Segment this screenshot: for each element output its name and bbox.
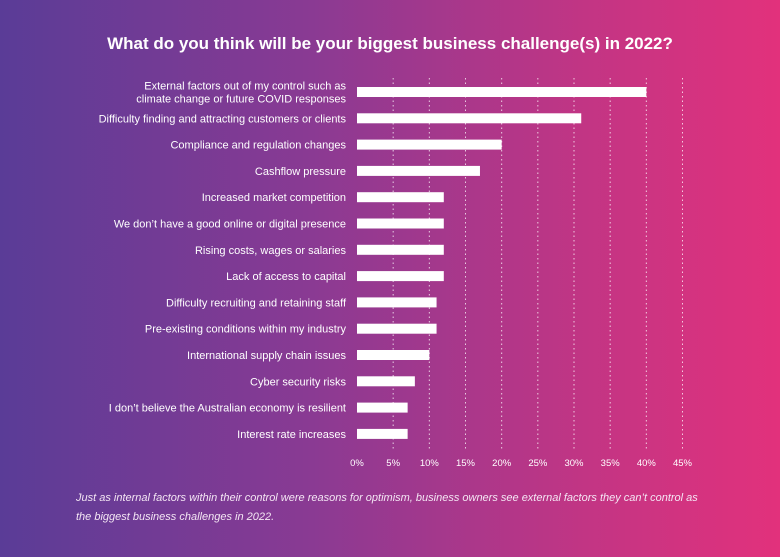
bar [357,271,444,282]
bar [357,165,480,176]
bar [357,428,408,439]
category-label: Cashflow pressure [255,166,346,178]
category-label: Pre-existing conditions within my indust… [145,324,347,336]
x-tick-label: 35% [601,458,621,469]
category-label: Lack of access to capital [226,271,346,283]
category-label: Rising costs, wages or salaries [195,245,347,257]
category-label: Increased market competition [202,192,346,204]
x-tick-label: 15% [456,458,476,469]
category-label: Cyber security risks [250,376,346,388]
bar [357,402,408,413]
bar [357,218,444,229]
category-label: Interest rate increases [237,429,346,441]
x-tick-label: 25% [528,458,548,469]
bar [357,244,444,255]
bar [357,113,582,124]
bar [357,350,430,360]
x-tick-label: 0% [350,458,364,469]
bar [357,297,437,308]
category-label: International supply chain issues [187,350,346,362]
category-label: Compliance and regulation changes [170,140,346,152]
category-label: I don’t believe the Australian economy i… [109,403,346,415]
x-tick-label: 20% [492,458,512,469]
category-label: Difficulty recruiting and retaining staf… [166,297,347,309]
x-tick-label: 30% [564,458,584,469]
chart-title: What do you think will be your biggest b… [107,34,673,53]
bar [357,192,444,203]
bar [357,87,647,97]
category-label: Difficulty finding and attracting custom… [99,113,347,125]
bar [357,376,415,387]
x-tick-label: 10% [420,458,440,469]
category-label: We don’t have a good online or digital p… [114,219,346,231]
bar-chart: 0% 5% 10% 15% 20% 25% 30% 35% 40% 45% External fac… [0,0,780,480]
bar [357,323,437,334]
category-label: External factors out of my control such … [136,81,346,106]
bar [357,139,502,150]
footnote: Just as internal factors within their co… [76,492,698,523]
x-tick-label: 40% [637,458,657,469]
x-tick-label: 45% [673,458,693,469]
x-tick-label: 5% [386,458,400,469]
